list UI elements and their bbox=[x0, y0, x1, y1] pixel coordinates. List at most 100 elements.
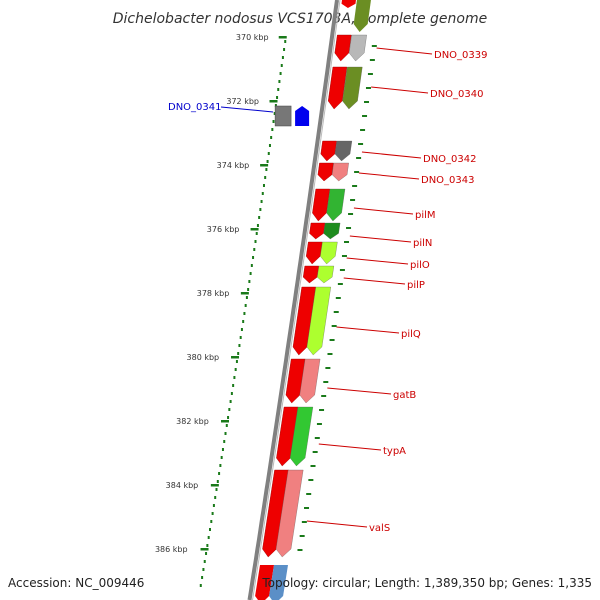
inner-tick bbox=[352, 185, 358, 187]
track-dot bbox=[267, 152, 270, 155]
gene-label: DNO_0340 bbox=[430, 89, 484, 100]
leader-line bbox=[353, 207, 414, 215]
gene-label: DNO_0342 bbox=[423, 154, 477, 165]
cds-arrow bbox=[309, 222, 326, 240]
track-dot bbox=[249, 272, 252, 275]
track-dot bbox=[214, 496, 217, 499]
track-dot bbox=[274, 104, 277, 107]
track-dot bbox=[247, 288, 250, 291]
scale-label: 386 kbp bbox=[155, 545, 188, 554]
track-dot bbox=[254, 240, 257, 243]
cog-arrow bbox=[299, 358, 321, 404]
leader-line bbox=[318, 443, 382, 451]
inner-tick bbox=[356, 157, 362, 159]
track-dot bbox=[233, 376, 236, 379]
track-dot bbox=[221, 448, 224, 451]
cog-arrow-partial bbox=[269, 565, 288, 600]
gene-label: valS bbox=[369, 523, 390, 534]
inner-tick bbox=[346, 227, 352, 229]
leader-line bbox=[361, 151, 422, 159]
inner-tick bbox=[344, 241, 350, 243]
track-dot bbox=[202, 568, 205, 571]
scale-label: 380 kbp bbox=[187, 353, 220, 362]
scale-tick bbox=[250, 228, 259, 231]
cog-arrow bbox=[317, 265, 335, 284]
track-dot bbox=[234, 368, 237, 371]
gene-label: pilN bbox=[413, 238, 432, 249]
inner-tick bbox=[358, 143, 364, 145]
cds-arrow bbox=[312, 188, 331, 222]
scale-label: 376 kbp bbox=[207, 225, 240, 234]
inner-tick bbox=[331, 325, 337, 327]
gene-labels: DNO_0339 DNO_0340 DNO_0341 DNO_0342 DNO_0343… bbox=[168, 50, 488, 534]
scale-label: 384 kbp bbox=[166, 481, 199, 490]
track-dot bbox=[208, 528, 211, 531]
gene-label: DNO_0343 bbox=[421, 175, 475, 186]
cog-arrow bbox=[349, 34, 367, 62]
scale-label: 370 kbp bbox=[236, 33, 269, 42]
inner-tick bbox=[314, 437, 320, 439]
track-dot bbox=[237, 352, 240, 355]
inner-tick bbox=[333, 311, 339, 313]
cog-arrow bbox=[326, 188, 346, 222]
inner-tick bbox=[306, 493, 312, 495]
track-dot bbox=[207, 536, 210, 539]
scale-tick bbox=[200, 548, 209, 551]
inner-tick bbox=[337, 283, 343, 285]
inner-tick bbox=[335, 297, 341, 299]
scale-label: 382 kbp bbox=[176, 417, 209, 426]
inner-tick bbox=[362, 115, 368, 117]
track-dot bbox=[220, 456, 223, 459]
cog-arrow bbox=[306, 286, 331, 356]
inner-tick bbox=[321, 395, 327, 397]
cds-arrow-partial-top bbox=[341, 0, 356, 8]
track-dot bbox=[260, 200, 263, 203]
cog-arrow bbox=[331, 162, 349, 182]
cds-arrow bbox=[334, 34, 352, 62]
inner-tick bbox=[329, 339, 335, 341]
outer-dot-track bbox=[199, 40, 287, 587]
track-dot bbox=[278, 80, 281, 83]
track-dot bbox=[277, 88, 280, 91]
track-dot bbox=[270, 136, 273, 139]
scale-tick bbox=[269, 100, 278, 103]
scale-labels: 370 kbp 372 kbp 374 kbp 376 kbp 378 kbp 380 k… bbox=[155, 33, 269, 554]
leader-line bbox=[306, 520, 368, 528]
cog-arrow bbox=[334, 140, 353, 162]
track-dot bbox=[266, 160, 269, 163]
inner-tick bbox=[304, 507, 310, 509]
gene-label: gatB bbox=[393, 390, 416, 401]
inner-dot-track bbox=[297, 45, 377, 551]
scale-label: 378 kbp bbox=[197, 289, 230, 298]
scale-tick bbox=[260, 164, 269, 167]
track-dot bbox=[218, 472, 221, 475]
topology-text: Topology: circular; Length: 1,389,350 bp… bbox=[261, 576, 592, 590]
scale-label: 374 kbp bbox=[217, 161, 250, 170]
track-dot bbox=[205, 552, 208, 555]
track-dot bbox=[276, 96, 279, 99]
cds-arrow bbox=[276, 406, 299, 467]
inner-tick bbox=[339, 269, 345, 271]
track-dot bbox=[224, 432, 227, 435]
scale-tick bbox=[210, 484, 219, 487]
track-dot bbox=[239, 336, 242, 339]
gene-label: typA bbox=[383, 446, 406, 457]
reverse-cds-arrow bbox=[274, 105, 292, 127]
leader-line bbox=[371, 86, 429, 94]
scale-tick bbox=[231, 356, 240, 359]
cog-arrow bbox=[275, 469, 304, 558]
track-dot bbox=[271, 128, 274, 131]
track-dot bbox=[203, 560, 206, 563]
inner-tick bbox=[312, 451, 318, 453]
inner-tick bbox=[367, 73, 373, 75]
scale-ticks bbox=[200, 36, 287, 551]
track-dot bbox=[229, 400, 232, 403]
inner-tick bbox=[364, 101, 370, 103]
reverse-cog-arrow bbox=[295, 106, 310, 126]
track-dot bbox=[280, 64, 283, 67]
leader-line bbox=[358, 172, 420, 180]
track-dot bbox=[201, 576, 204, 579]
cds-arrow bbox=[285, 358, 306, 404]
